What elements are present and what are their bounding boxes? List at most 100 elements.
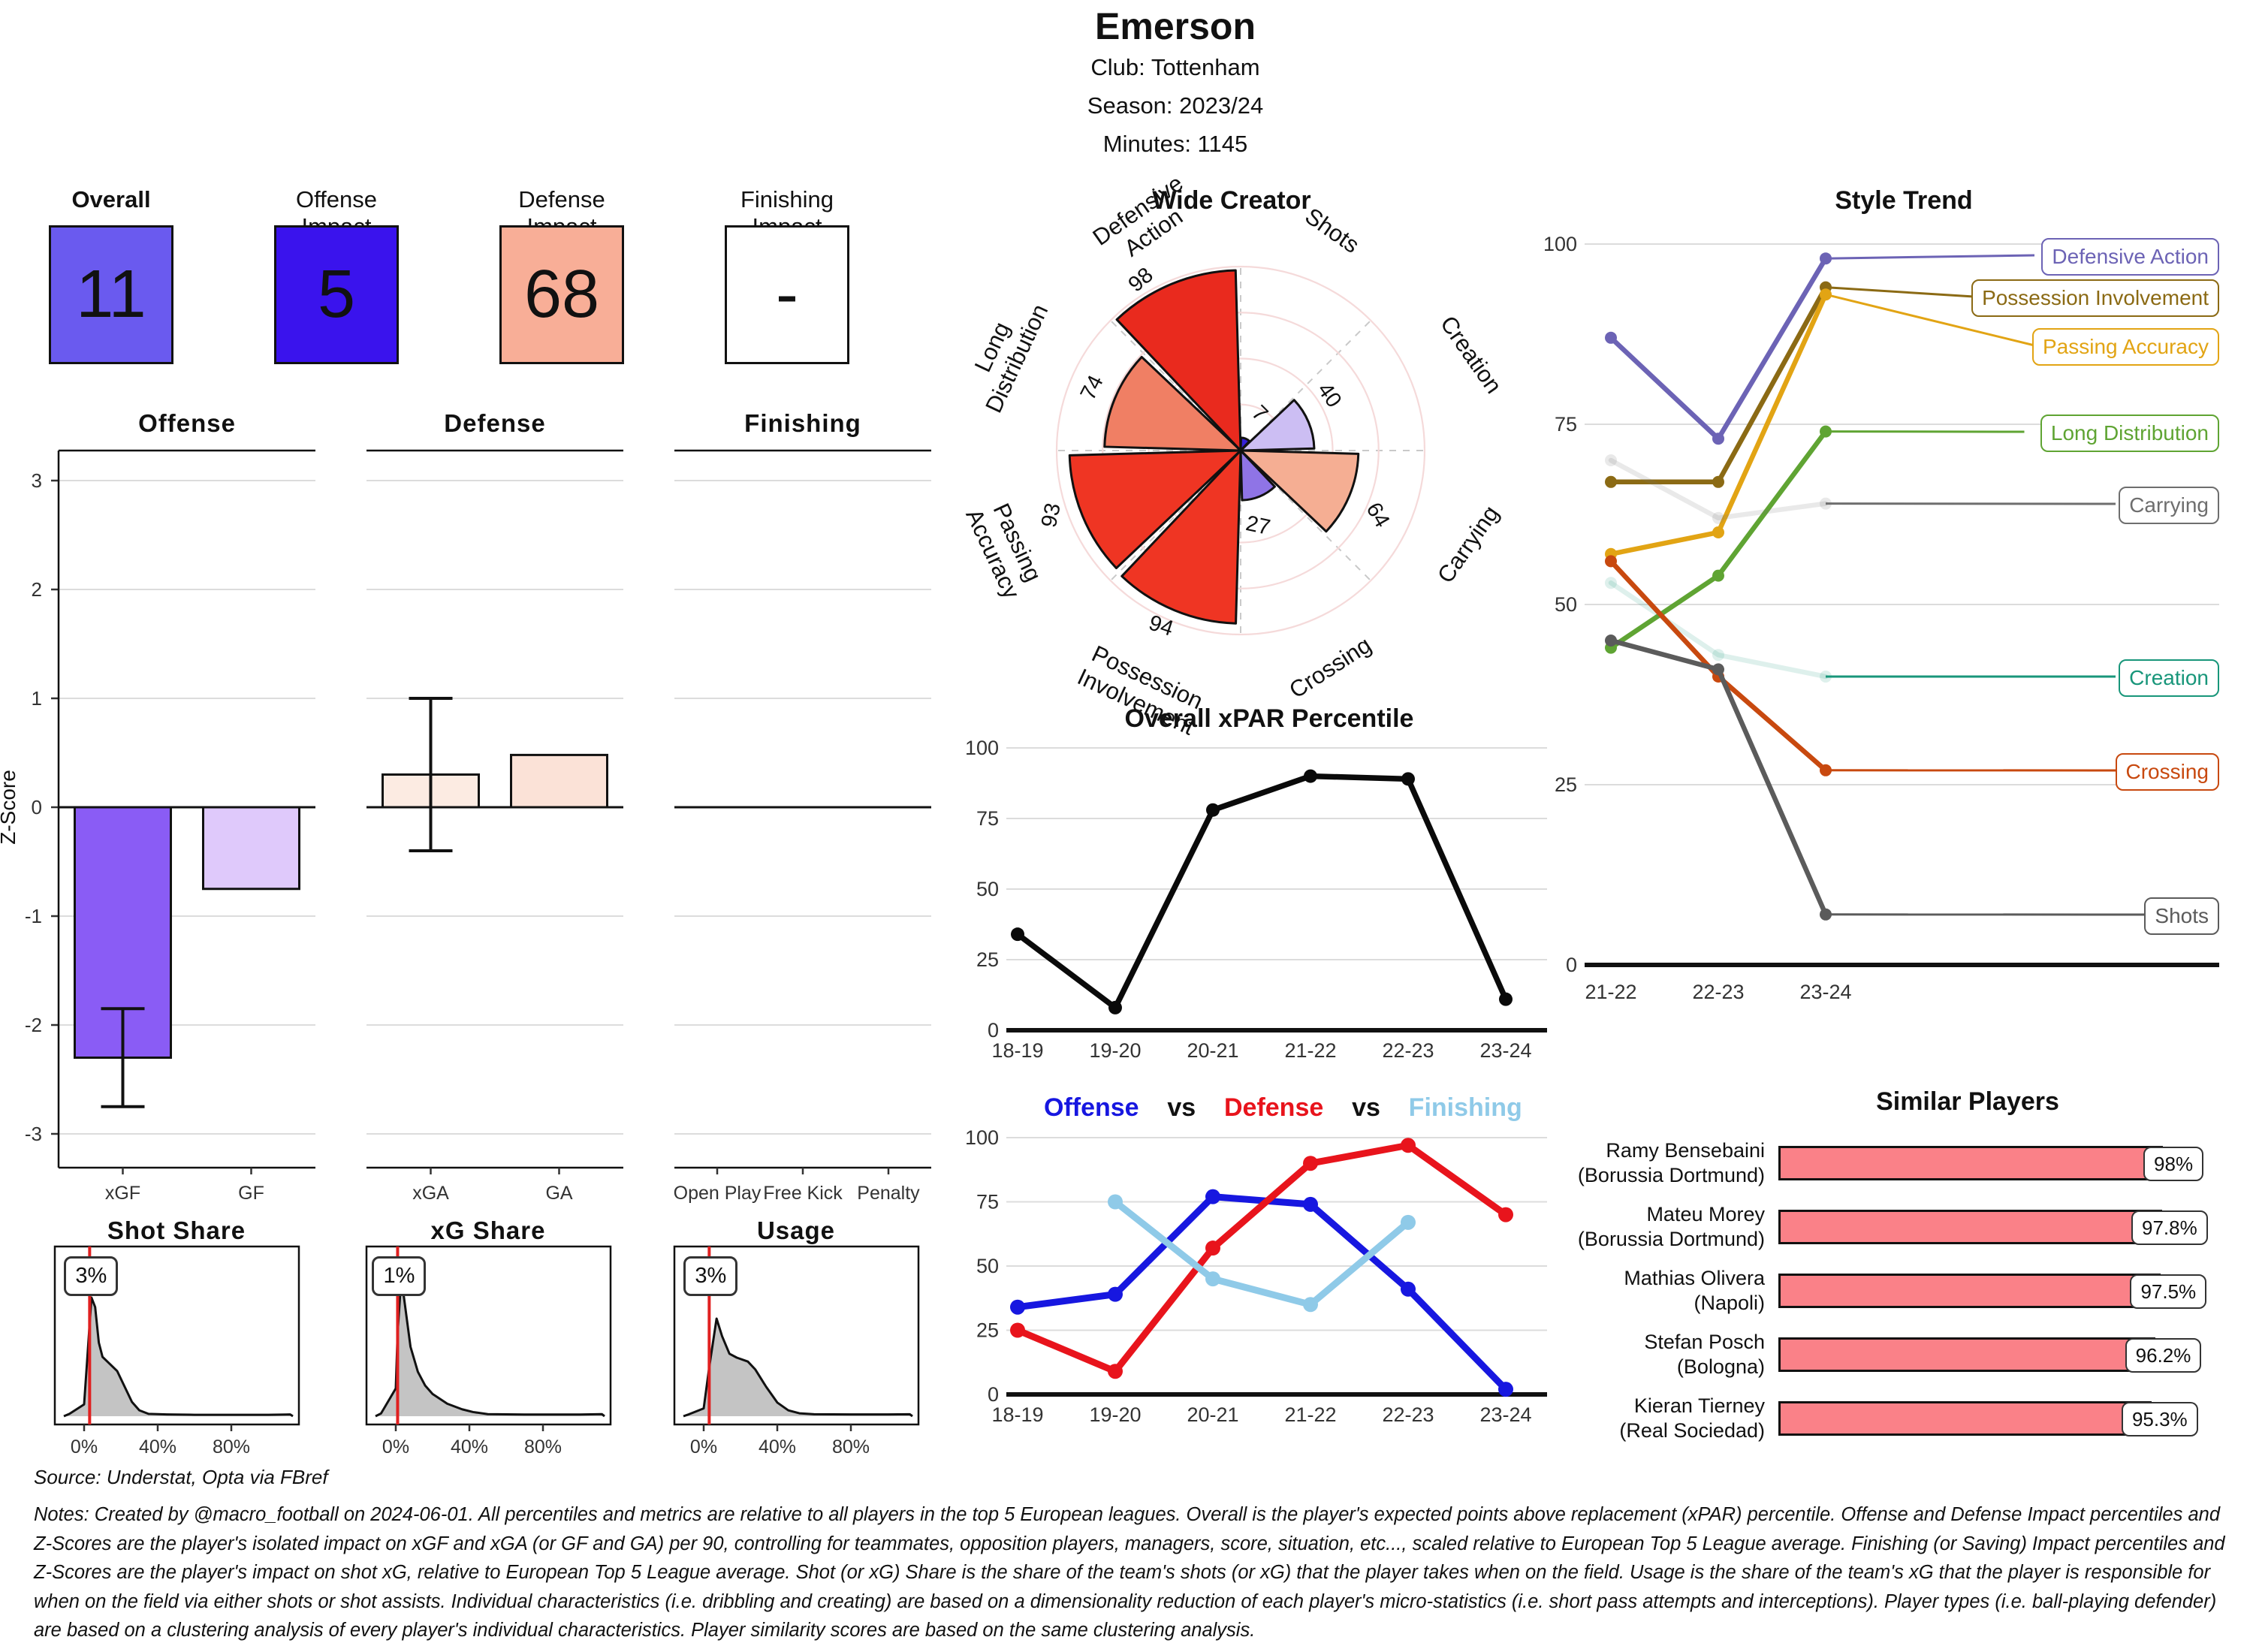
season-line: Season: 2023/24 <box>1087 92 1264 119</box>
overall-box: 11 <box>49 225 173 364</box>
svg-text:19-20: 19-20 <box>1089 1039 1141 1062</box>
svg-text:18-19: 18-19 <box>991 1403 1043 1426</box>
shot-share-title: Shot Share <box>107 1216 246 1244</box>
svg-text:40%: 40% <box>759 1436 796 1458</box>
svg-text:Open Play: Open Play <box>674 1183 762 1204</box>
odf-title-part-vs: vs <box>1153 1093 1211 1122</box>
style-label-shots: Shots <box>2144 897 2219 935</box>
finishing-impact-value: - <box>776 257 798 332</box>
share-density-charts: 0% 40% 80% 0% 40% 80% 0% 40% 80% <box>53 1245 920 1458</box>
svg-text:23-24: 23-24 <box>1479 1403 1531 1426</box>
svg-text:2: 2 <box>32 578 42 601</box>
style-label-defensive-action: Defensive Action <box>2041 238 2219 276</box>
zscore-bar-chart: -3 -2 -1 0 1 2 3 Z-Score xGF GF xGA GA Open Play Free… <box>0 449 931 1204</box>
usage-title: Usage <box>756 1216 836 1244</box>
similarity-value: 98% <box>2143 1147 2204 1181</box>
svg-text:75: 75 <box>1555 413 1577 436</box>
svg-text:50: 50 <box>976 878 999 900</box>
svg-text:Carrying: Carrying <box>1432 501 1504 588</box>
offense-impact-box: 5 <box>274 225 399 364</box>
similarity-bar <box>1778 1337 2156 1372</box>
svg-text:22-23: 22-23 <box>1382 1039 1434 1062</box>
similar-player-name: Mathias Olivera (Napoli) <box>1624 1267 1765 1314</box>
offense-defense-finishing-chart: 0 25 50 75 100 18-19 19-20 20-21 21-22 22-23 23-24 <box>965 1126 1547 1426</box>
svg-text:21-22: 21-22 <box>1284 1403 1336 1426</box>
source-note: Source: Understat, Opta via FBref <box>34 1466 328 1488</box>
svg-text:23-24: 23-24 <box>1799 981 1851 1003</box>
svg-text:50: 50 <box>976 1255 999 1277</box>
svg-text:0: 0 <box>32 796 42 818</box>
svg-text:19-20: 19-20 <box>1089 1403 1141 1426</box>
svg-text:21-22: 21-22 <box>1585 981 1636 1003</box>
odf-title-part-defense: Defense <box>1210 1093 1338 1122</box>
style-label-passing-accuracy: Passing Accuracy <box>2032 328 2219 366</box>
radar-title: Wide Creator <box>1152 186 1311 215</box>
finishing-panel-title: Finishing <box>744 409 861 437</box>
svg-text:0%: 0% <box>71 1436 98 1458</box>
wide-creator-radar: 740642794937498ShotsCreationCarryingCros… <box>961 170 1507 740</box>
xpar-percentile-chart: 0 25 50 75 100 18-19 19-20 20-21 21-22 22-23 23-24 <box>965 737 1547 1062</box>
similarity-value: 96.2% <box>2125 1338 2202 1373</box>
svg-text:93: 93 <box>1037 501 1066 529</box>
similar-players-title: Similar Players <box>1876 1087 2059 1116</box>
similarity-value: 97.8% <box>2131 1210 2208 1245</box>
density-marker-2: 1% <box>372 1256 427 1296</box>
svg-text:18-19: 18-19 <box>991 1039 1043 1062</box>
svg-text:3: 3 <box>32 469 42 492</box>
style-label-carrying: Carrying <box>2119 487 2219 524</box>
svg-text:22-23: 22-23 <box>1382 1403 1434 1426</box>
svg-text:25: 25 <box>976 1319 999 1342</box>
svg-text:GF: GF <box>238 1183 264 1204</box>
similar-player-name: Mateu Morey (Borussia Dortmund) <box>1577 1203 1765 1250</box>
svg-text:Shots: Shots <box>1300 203 1364 258</box>
style-trend-title: Style Trend <box>1835 186 1973 215</box>
style-label-possession-involvement: Possession Involvement <box>1971 279 2219 317</box>
similar-player-name: Ramy Bensebaini (Borussia Dortmund) <box>1577 1139 1765 1186</box>
similarity-bar <box>1778 1210 2162 1244</box>
svg-text:21-22: 21-22 <box>1284 1039 1336 1062</box>
svg-text:1: 1 <box>32 687 42 710</box>
svg-text:80%: 80% <box>213 1436 250 1458</box>
offense-impact-value: 5 <box>317 257 356 332</box>
svg-text:100: 100 <box>965 1126 999 1149</box>
similar-player-name: Stefan Posch (Bologna) <box>1644 1331 1765 1378</box>
odf-title-part-vs: vs <box>1338 1093 1395 1122</box>
odf-title-part-finishing: Finishing <box>1394 1093 1522 1122</box>
svg-text:40%: 40% <box>451 1436 488 1458</box>
svg-text:0: 0 <box>988 1019 999 1042</box>
similarity-bar <box>1778 1274 2161 1308</box>
svg-text:Z-Score: Z-Score <box>0 770 20 845</box>
xg-share-title: xG Share <box>430 1216 546 1244</box>
svg-text:Crossing: Crossing <box>1284 632 1376 704</box>
style-label-crossing: Crossing <box>2115 753 2219 791</box>
svg-text:Free Kick: Free Kick <box>763 1183 843 1204</box>
svg-text:74: 74 <box>1076 372 1108 404</box>
style-label-creation: Creation <box>2119 659 2219 697</box>
svg-text:0%: 0% <box>690 1436 717 1458</box>
player-name: Emerson <box>1095 5 1256 47</box>
similarity-bar <box>1778 1401 2152 1436</box>
svg-text:25: 25 <box>1555 773 1577 796</box>
svg-text:-2: -2 <box>25 1014 42 1036</box>
svg-text:GA: GA <box>545 1183 572 1204</box>
similarity-value: 97.5% <box>2130 1274 2207 1309</box>
svg-text:75: 75 <box>976 1191 999 1213</box>
svg-text:100: 100 <box>965 737 999 759</box>
header: Emerson Club: Tottenham Season: 2023/24 … <box>875 5 1476 163</box>
defense-panel-title: Defense <box>444 409 546 437</box>
svg-text:75: 75 <box>976 807 999 830</box>
svg-text:40: 40 <box>1313 378 1347 412</box>
svg-text:xGF: xGF <box>105 1183 140 1204</box>
club-line: Club: Tottenham <box>1090 54 1260 80</box>
svg-text:0%: 0% <box>382 1436 409 1458</box>
overall-box-title: Overall <box>71 186 151 213</box>
style-trend-chart: 0 25 50 75 100 21-22 22-23 23-24 <box>1543 233 2219 1003</box>
minutes-line: Minutes: 1145 <box>1102 131 1248 157</box>
defense-impact-box: 68 <box>499 225 624 364</box>
similarity-value: 95.3% <box>2121 1402 2198 1436</box>
odf-title: Offense vs Defense vs Finishing <box>1044 1093 1522 1123</box>
svg-text:Penalty: Penalty <box>857 1183 920 1204</box>
odf-title-part-offense: Offense <box>1044 1093 1154 1122</box>
svg-text:40%: 40% <box>139 1436 176 1458</box>
